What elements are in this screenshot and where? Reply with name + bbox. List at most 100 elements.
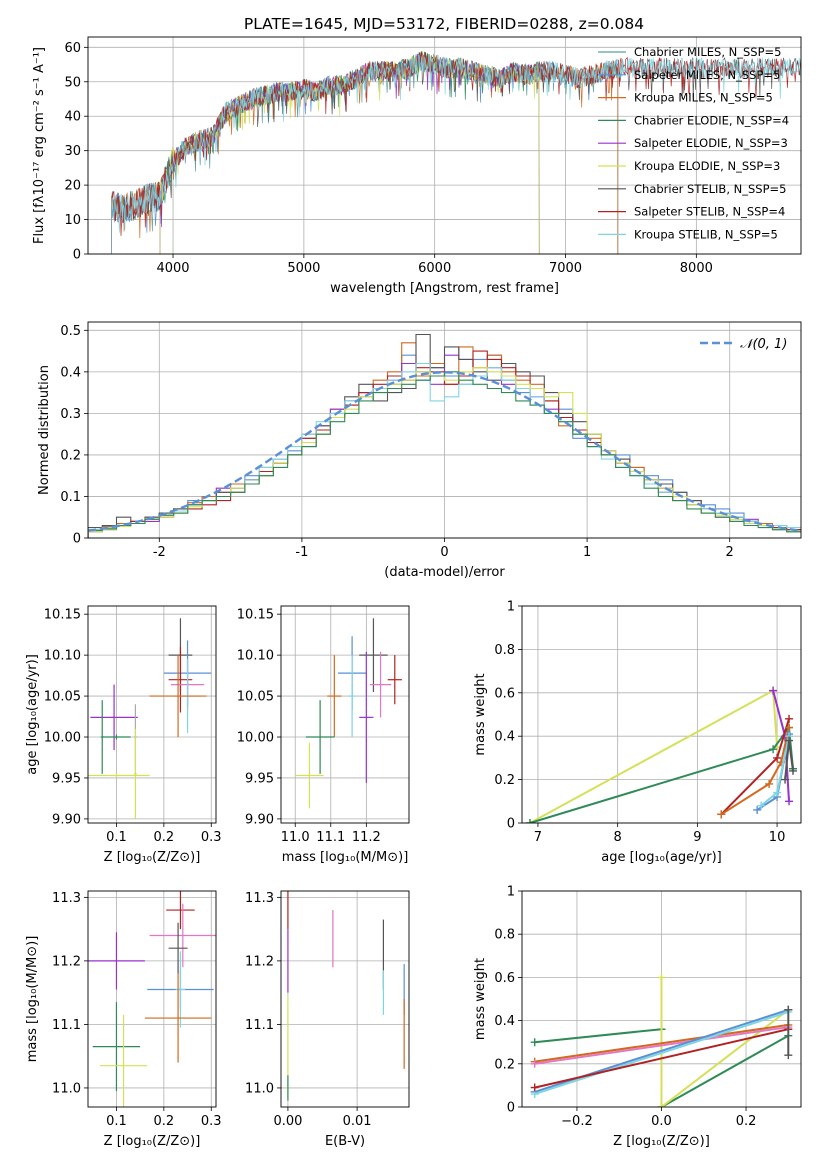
legend-label: Chabrier STELIB, N_SSP=5 (634, 182, 786, 196)
y-tick-label: 0.2 (494, 773, 515, 788)
x-tick-label: 0 (440, 545, 448, 560)
x-tick-label: 1 (583, 545, 591, 560)
x-tick-label: 0.1 (106, 1114, 127, 1129)
axes-frame (521, 605, 802, 824)
legend-label: 𝒩(0, 1) (740, 337, 787, 352)
y-tick-label: 0.8 (494, 928, 515, 943)
weight-marker (530, 1083, 539, 1092)
weight-marker (530, 1059, 539, 1068)
y-tick-label: 11.2 (52, 954, 81, 969)
weight-marker (769, 745, 778, 754)
y-tick-label: 10 (64, 213, 81, 228)
axes-frame (280, 605, 410, 824)
x-tick-label: 0.2 (154, 1114, 175, 1129)
axes-mass-age: 11.0 11.1 11.2 9.90 9.95 10.00 10.05 10.10 10.15… (237, 605, 410, 865)
plot-area (530, 973, 793, 1107)
weight-line (534, 1023, 789, 1063)
x-tick-label: 9 (693, 830, 701, 845)
weight-line (720, 727, 790, 816)
x-tick-label: 0.0 (651, 1114, 672, 1129)
axes-z-mass: 0.1 0.2 0.3 11.0 11.1 11.2 11.3 Z [log₁₀(Z/Z⊙)]… (25, 890, 222, 1149)
axes-ebv-mass: 0.00 0.01 11.0 11.1 11.2 11.3 E(B-V) (245, 890, 410, 1149)
axes-z-weight: −0.2 0.0 0.2 0 0.2 0.4 0.6 0.8 1 Z [log₁₀(Z/Z⊙)] m… (473, 885, 802, 1149)
x-tick-label: -2 (153, 545, 166, 560)
x-axis-label: Z [log₁₀(Z/Z⊙)] (104, 1134, 201, 1149)
plot-area (295, 618, 402, 809)
y-tick-label: 10.15 (237, 608, 274, 623)
x-tick-label: 6000 (418, 261, 451, 276)
y-tick-label: 10.10 (237, 649, 274, 664)
y-tick-label: 0 (73, 248, 81, 263)
legend-label: Salpeter STELIB, N_SSP=4 (634, 205, 785, 219)
y-tick-label: 0.4 (60, 365, 81, 380)
y-tick-label: 60 (64, 41, 81, 56)
y-axis-label: Flux [fλ10⁻¹⁷ erg cm⁻² s⁻¹ A⁻¹] (32, 47, 47, 244)
y-tick-label: 20 (64, 179, 81, 194)
weight-marker (530, 1038, 539, 1047)
histogram-step (88, 371, 801, 538)
axes-frame (280, 890, 410, 1108)
y-tick-label: 9.95 (52, 771, 81, 786)
plot-area (287, 891, 405, 1101)
normal-reference-curve (88, 371, 801, 532)
x-axis-label: Z [log₁₀(Z/Z⊙)] (613, 1134, 710, 1149)
x-tick-label: 7000 (549, 261, 582, 276)
weight-marker (789, 766, 798, 775)
weight-marker (525, 819, 534, 823)
weight-marker (773, 788, 782, 797)
plot-area (88, 891, 216, 1107)
y-tick-label: 40 (64, 110, 81, 125)
y-tick-label: 0.2 (60, 448, 81, 463)
weight-marker (769, 686, 778, 695)
y-tick-label: 10.00 (44, 731, 81, 746)
grid (88, 891, 216, 1107)
y-tick-label: 0.2 (494, 1057, 515, 1072)
x-tick-label: −0.2 (561, 1114, 593, 1129)
x-axis-label: (data-model)/error (384, 565, 505, 580)
weight-line (534, 1028, 662, 1044)
weight-line (534, 1026, 789, 1065)
x-tick-label: 7 (534, 830, 542, 845)
x-axis-label: age [log₁₀(age/yr)] (601, 850, 722, 865)
y-axis-label: age [log₁₀(age/yr)] (25, 654, 40, 775)
y-tick-label: 10.15 (44, 608, 81, 623)
weight-marker (657, 973, 666, 982)
legend-label: Salpeter MILES, N_SSP=5 (634, 68, 780, 82)
axes-residuals: -2 -1 0 1 2 0 0.1 0.2 0.3 0.4 0.5 𝒩(0, 1) (data-mode… (37, 321, 802, 580)
x-tick-label: 0.00 (273, 1114, 302, 1129)
x-tick-label: 11.1 (316, 830, 345, 845)
weight-marker (781, 775, 790, 784)
y-tick-label: 0 (73, 532, 81, 547)
y-tick-label: 9.90 (52, 812, 81, 827)
plot-area (525, 686, 798, 823)
x-axis-label: Z [log₁₀(Z/Z⊙)] (104, 850, 201, 865)
weight-line (534, 1011, 789, 1095)
y-tick-label: 30 (64, 144, 81, 159)
y-tick-label: 11.1 (52, 1018, 81, 1033)
y-tick-label: 10.10 (44, 649, 81, 664)
weight-line (661, 1034, 789, 1107)
chart-title: PLATE=1645, MJD=53172, FIBERID=0288, z=0… (244, 15, 644, 33)
weight-line (534, 1028, 789, 1089)
x-tick-label: 0.01 (343, 1114, 372, 1129)
y-tick-label: 11.3 (52, 891, 81, 906)
grid (281, 891, 409, 1107)
plot-area (88, 333, 801, 538)
weight-marker (717, 810, 726, 819)
legend-label: Kroupa MILES, N_SSP=5 (634, 91, 773, 105)
y-tick-label: 0.8 (494, 643, 515, 658)
weight-marker (785, 797, 794, 806)
y-tick-label: 0.4 (494, 1014, 515, 1029)
grid (281, 606, 409, 823)
y-tick-label: 11.0 (245, 1081, 274, 1096)
weight-marker (785, 736, 794, 745)
axes-frame (87, 605, 217, 824)
x-tick-label: -1 (295, 545, 308, 560)
axes-spectrum: 4000 5000 6000 7000 8000 0 10 20 30 40 50 60 Chabrie… (32, 36, 802, 296)
y-axis-label: mass [log₁₀(M/M⊙)] (25, 936, 40, 1063)
y-tick-label: 10.05 (237, 690, 274, 705)
x-tick-label: 0.3 (201, 1114, 222, 1129)
legend-label: Salpeter ELODIE, N_SSP=3 (634, 136, 788, 150)
y-tick-label: 0.4 (494, 730, 515, 745)
